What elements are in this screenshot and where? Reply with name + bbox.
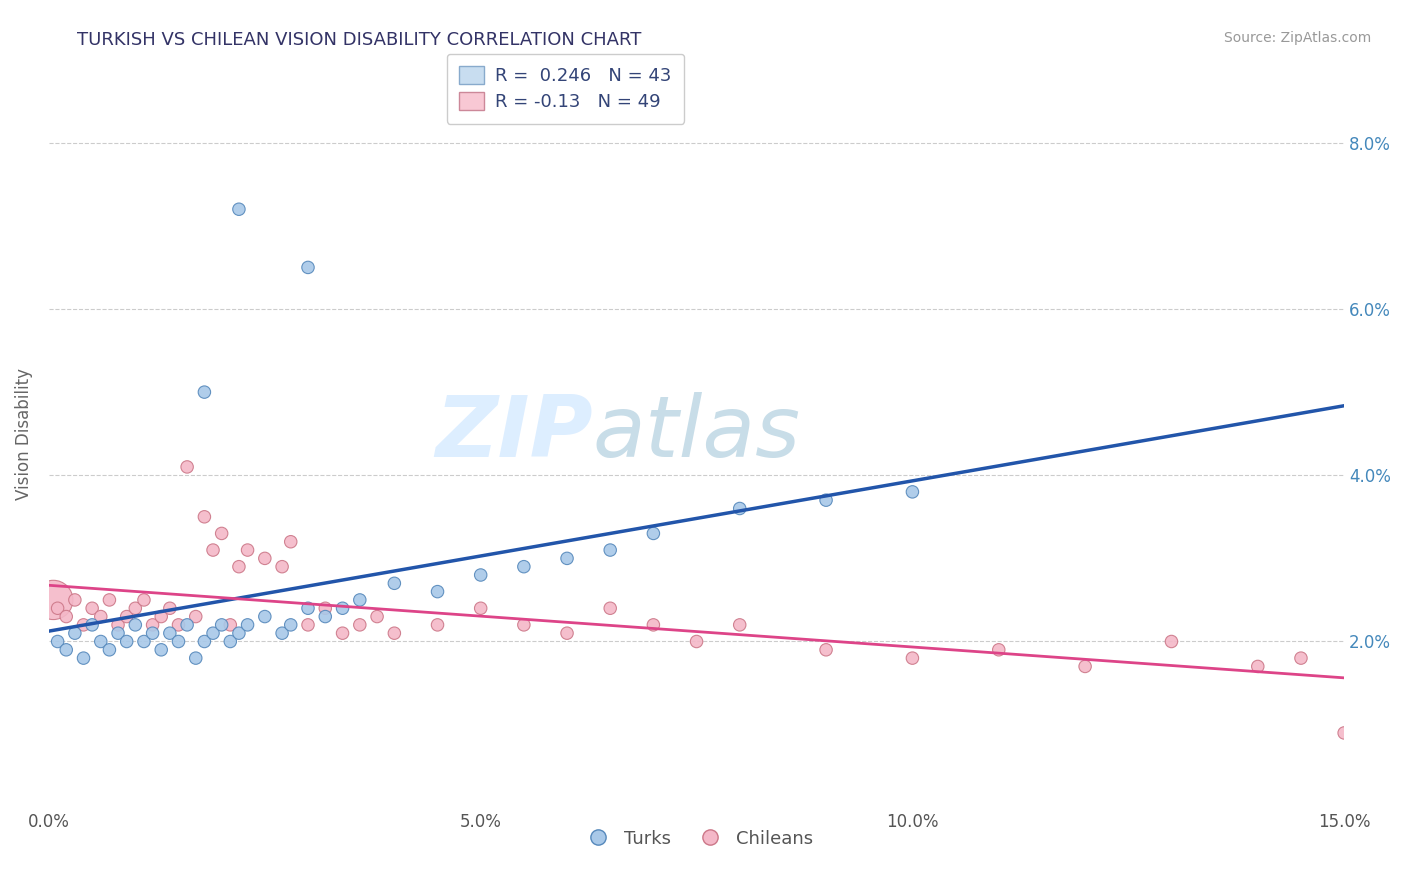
Point: [280, 618, 302, 632]
Point: [167, 618, 190, 632]
Point: [202, 543, 225, 558]
Point: [184, 609, 207, 624]
Point: [142, 618, 165, 632]
Point: [228, 559, 250, 574]
Point: [167, 634, 190, 648]
Point: [219, 634, 242, 648]
Point: [987, 642, 1010, 657]
Point: [42, 593, 65, 607]
Point: [90, 634, 112, 648]
Point: [513, 559, 536, 574]
Point: [599, 601, 621, 615]
Point: [236, 543, 259, 558]
Point: [643, 618, 665, 632]
Point: [1247, 659, 1270, 673]
Point: [72, 651, 94, 665]
Point: [72, 618, 94, 632]
Point: [470, 568, 492, 582]
Point: [297, 618, 319, 632]
Point: [63, 593, 86, 607]
Text: TURKISH VS CHILEAN VISION DISABILITY CORRELATION CHART: TURKISH VS CHILEAN VISION DISABILITY COR…: [77, 31, 641, 49]
Point: [815, 642, 838, 657]
Point: [728, 618, 751, 632]
Point: [297, 601, 319, 615]
Point: [728, 501, 751, 516]
Text: ZIP: ZIP: [436, 392, 593, 475]
Point: [901, 651, 924, 665]
Point: [115, 609, 138, 624]
Point: [193, 385, 215, 400]
Text: Source: ZipAtlas.com: Source: ZipAtlas.com: [1223, 31, 1371, 45]
Legend: Turks, Chileans: Turks, Chileans: [574, 822, 820, 855]
Point: [142, 626, 165, 640]
Point: [98, 642, 121, 657]
Point: [555, 626, 578, 640]
Point: [349, 593, 371, 607]
Point: [426, 584, 449, 599]
Point: [426, 618, 449, 632]
Point: [176, 459, 198, 474]
Point: [314, 601, 336, 615]
Point: [314, 609, 336, 624]
Point: [150, 609, 173, 624]
Point: [382, 626, 405, 640]
Point: [46, 634, 69, 648]
Point: [271, 626, 294, 640]
Point: [132, 634, 155, 648]
Point: [332, 601, 354, 615]
Point: [82, 618, 104, 632]
Point: [228, 202, 250, 217]
Point: [253, 609, 276, 624]
Point: [1333, 726, 1355, 740]
Point: [211, 618, 233, 632]
Point: [159, 626, 181, 640]
Point: [555, 551, 578, 566]
Point: [643, 526, 665, 541]
Point: [107, 618, 129, 632]
Point: [366, 609, 388, 624]
Point: [271, 559, 294, 574]
Point: [1074, 659, 1097, 673]
Point: [815, 493, 838, 508]
Point: [219, 618, 242, 632]
Point: [55, 609, 77, 624]
Point: [470, 601, 492, 615]
Point: [107, 626, 129, 640]
Point: [63, 626, 86, 640]
Point: [349, 618, 371, 632]
Point: [901, 484, 924, 499]
Point: [253, 551, 276, 566]
Point: [193, 634, 215, 648]
Point: [98, 593, 121, 607]
Point: [280, 534, 302, 549]
Point: [236, 618, 259, 632]
Point: [202, 626, 225, 640]
Point: [211, 526, 233, 541]
Point: [685, 634, 707, 648]
Point: [132, 593, 155, 607]
Point: [90, 609, 112, 624]
Point: [55, 642, 77, 657]
Point: [176, 618, 198, 632]
Point: [124, 618, 146, 632]
Point: [124, 601, 146, 615]
Point: [82, 601, 104, 615]
Point: [513, 618, 536, 632]
Point: [599, 543, 621, 558]
Point: [193, 509, 215, 524]
Point: [46, 601, 69, 615]
Text: atlas: atlas: [593, 392, 801, 475]
Point: [297, 260, 319, 275]
Point: [159, 601, 181, 615]
Point: [228, 626, 250, 640]
Point: [184, 651, 207, 665]
Point: [150, 642, 173, 657]
Point: [382, 576, 405, 591]
Point: [1160, 634, 1182, 648]
Y-axis label: Vision Disability: Vision Disability: [15, 368, 32, 500]
Point: [1289, 651, 1312, 665]
Point: [115, 634, 138, 648]
Point: [332, 626, 354, 640]
